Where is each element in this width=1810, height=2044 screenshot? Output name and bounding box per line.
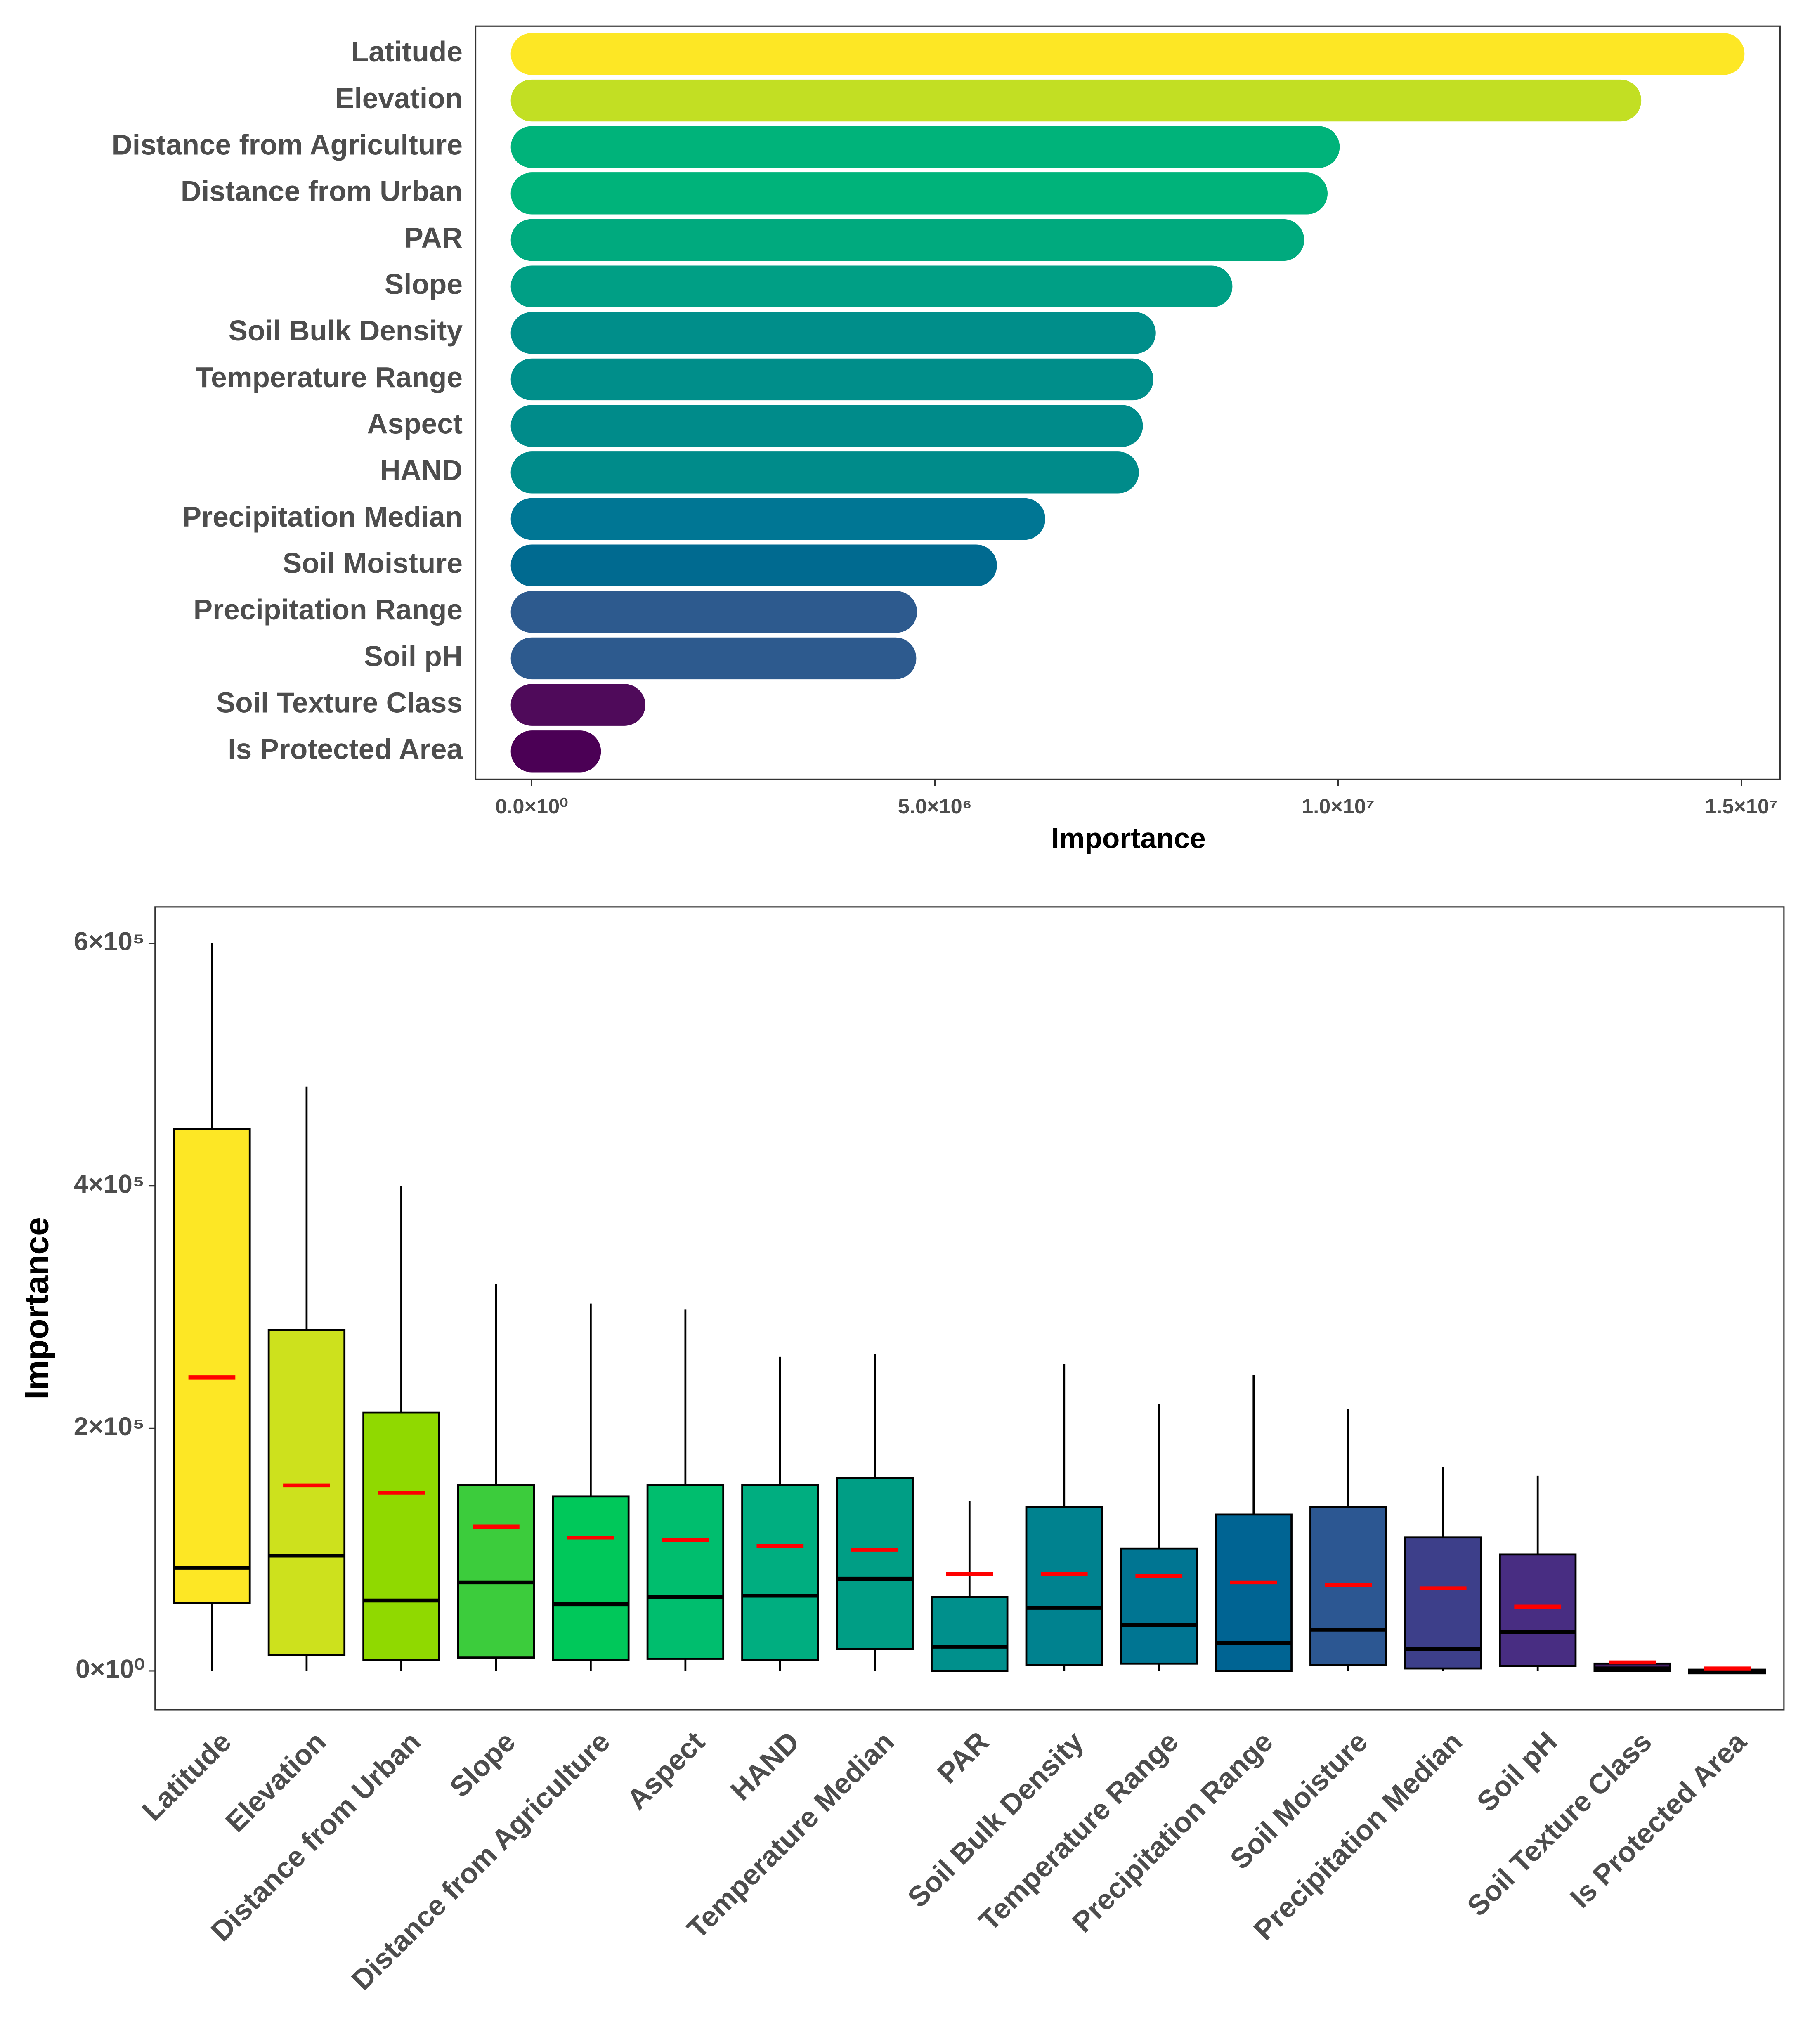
y-tick-label: Soil pH <box>364 640 463 672</box>
box <box>1215 1513 1293 1672</box>
bar <box>510 33 1745 75</box>
y-tick-label: Latitude <box>351 35 463 68</box>
y-tick-label: Precipitation Range <box>194 593 463 626</box>
box <box>173 1128 251 1604</box>
y-axis-label: Importance <box>18 1217 55 1399</box>
y-tick-label: Precipitation Median <box>182 501 463 533</box>
bar <box>510 451 1139 494</box>
x-tick-label: Aspect <box>620 1725 711 1816</box>
bar <box>510 730 601 773</box>
bar <box>510 219 1304 261</box>
y-tick-label: HAND <box>380 454 463 486</box>
y-tick-label: Slope <box>385 268 463 300</box>
y-tick-label: Elevation <box>335 82 463 114</box>
bar <box>510 684 645 726</box>
panel-border <box>154 906 1785 1711</box>
box <box>267 1329 346 1656</box>
y-tick-label: 4×10⁵ <box>74 1170 145 1198</box>
bar <box>510 126 1340 168</box>
bar <box>510 637 917 680</box>
y-tick-label: Is Protected Area <box>228 733 463 765</box>
x-tick-label: Is Protected Area <box>1564 1725 1753 1914</box>
x-tick-label: Soil Bulk Density <box>901 1725 1090 1914</box>
box <box>741 1484 819 1661</box>
box <box>1404 1536 1482 1670</box>
x-tick-label: 1.0×10⁷ <box>1302 794 1375 818</box>
y-tick-label: Aspect <box>367 407 463 440</box>
box <box>1499 1553 1577 1667</box>
x-tick-label: Soil pH <box>1470 1725 1563 1818</box>
bar <box>510 498 1046 540</box>
box <box>836 1477 914 1650</box>
y-tick-label: 0×10⁰ <box>76 1655 145 1684</box>
x-tick-label: PAR <box>931 1725 995 1789</box>
y-tick-label: Soil Bulk Density <box>229 314 463 347</box>
box <box>1025 1506 1103 1666</box>
y-tick-label: 2×10⁵ <box>74 1412 145 1441</box>
bar <box>510 591 917 633</box>
box <box>931 1596 1009 1672</box>
y-tick-label: 6×10⁵ <box>74 927 145 956</box>
y-tick-label: PAR <box>404 222 462 254</box>
x-tick-label: HAND <box>724 1725 806 1807</box>
box <box>457 1484 535 1659</box>
bar <box>510 544 997 586</box>
x-tick-label: 5.0×10⁶ <box>898 794 972 818</box>
y-tick-label: Distance from Agriculture <box>112 129 463 161</box>
x-axis-label: Importance <box>1051 822 1205 854</box>
y-tick-label: Soil Texture Class <box>216 686 463 718</box>
box <box>646 1484 725 1660</box>
bar <box>510 358 1153 401</box>
y-tick-label: Temperature Range <box>196 361 463 393</box>
bar <box>510 265 1233 307</box>
x-tick-label: Slope <box>443 1725 521 1803</box>
y-tick-label: Distance from Urban <box>181 175 463 207</box>
y-tick-label: Soil Moisture <box>283 547 463 579</box>
box <box>362 1411 440 1661</box>
bar <box>510 312 1156 354</box>
panel-border <box>475 25 1781 780</box>
x-tick-label: Soil Texture Class <box>1461 1725 1658 1922</box>
bar <box>510 79 1642 122</box>
box <box>552 1495 630 1661</box>
box <box>1120 1547 1198 1665</box>
bar <box>510 405 1143 447</box>
x-tick-label: 1.5×10⁷ <box>1705 794 1778 818</box>
x-tick-label: 0.0×10⁰ <box>495 794 568 818</box>
bar <box>510 172 1328 215</box>
